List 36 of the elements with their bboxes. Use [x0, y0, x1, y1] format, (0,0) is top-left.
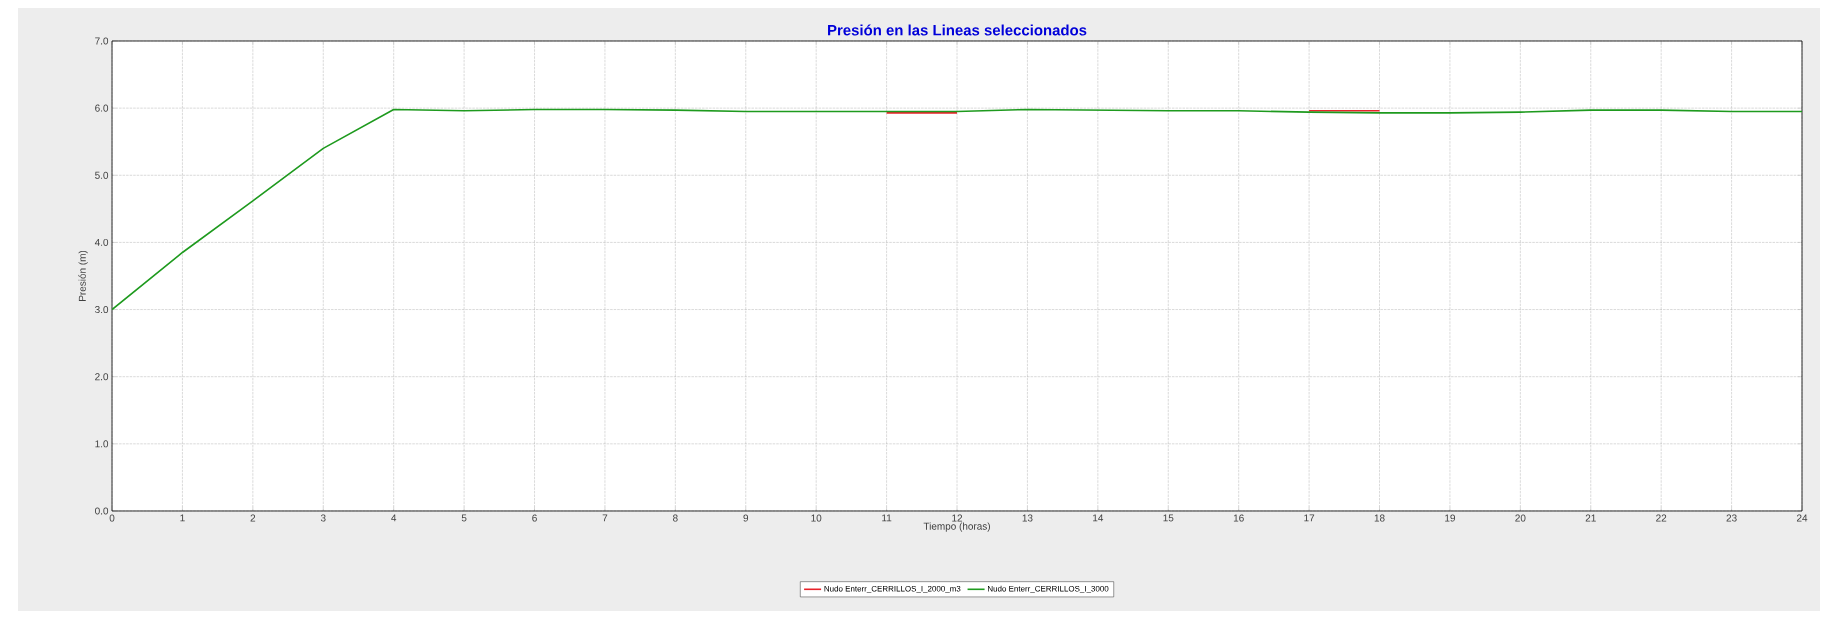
x-tick-label: 10	[811, 514, 822, 522]
x-tick-label: 12	[952, 514, 963, 522]
x-tick-label: 20	[1515, 514, 1526, 522]
y-tick-label: 6.0	[95, 104, 109, 112]
x-tick-label: 17	[1304, 514, 1315, 522]
x-tick-label: 4	[391, 514, 397, 522]
x-tick-label: 6	[532, 514, 537, 522]
x-tick-label: 1	[180, 514, 185, 522]
x-tick-label: 14	[1093, 514, 1104, 522]
x-tick-label: 16	[1233, 514, 1244, 522]
y-tick-label: 1.0	[95, 440, 109, 448]
x-tick-label: 23	[1726, 514, 1737, 522]
x-axis-title: Tiempo (horas)	[923, 522, 990, 532]
x-tick-label: 11	[882, 514, 892, 522]
x-tick-label: 2	[250, 514, 256, 522]
x-tick-label: 24	[1796, 514, 1808, 522]
y-tick-label: 2.0	[95, 373, 109, 381]
x-tick-label: 5	[461, 514, 467, 522]
y-tick-label: 7.0	[95, 37, 109, 45]
x-tick-label: 15	[1163, 514, 1174, 522]
x-tick-label: 19	[1445, 514, 1456, 522]
y-tick-label: 4.0	[94, 238, 109, 246]
x-tick-label: 8	[673, 514, 678, 522]
x-tick-label: 9	[743, 514, 749, 522]
chart-title: Presión en las Lineas seleccionados	[828, 24, 1087, 36]
y-tick-label: 0.0	[95, 507, 109, 515]
x-tick-label: 21	[1585, 514, 1596, 522]
x-tick-label: 13	[1022, 514, 1033, 522]
y-axis-title: Presión (m)	[78, 250, 88, 301]
x-tick-label: 3	[320, 514, 326, 522]
x-tick-label: 0	[109, 514, 115, 522]
x-tick-label: 18	[1374, 514, 1385, 522]
x-tick-label: 7	[602, 514, 608, 522]
y-tick-label: 3.0	[95, 306, 109, 314]
x-tick-label: 22	[1656, 514, 1667, 522]
y-tick-label: 5.0	[95, 171, 109, 179]
